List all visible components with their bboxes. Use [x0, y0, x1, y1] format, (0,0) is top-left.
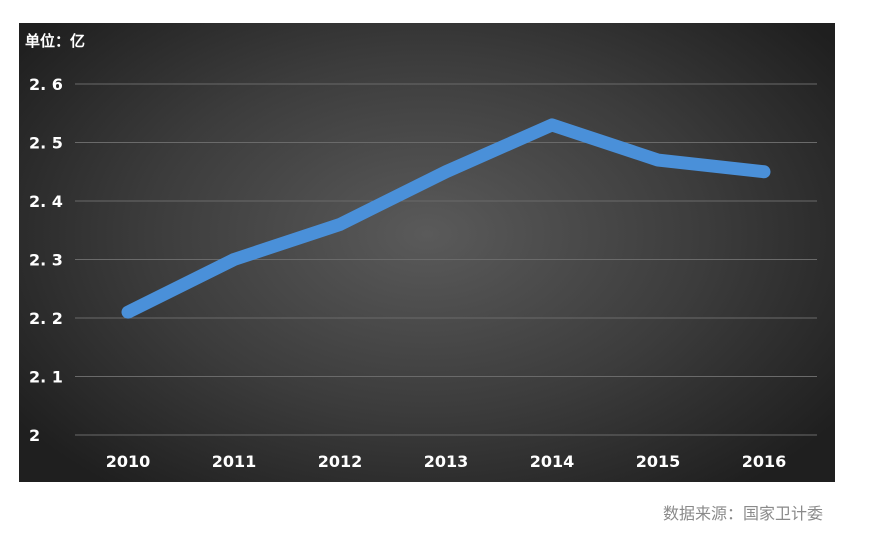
- series-line: [121, 118, 771, 319]
- y-tick-label: 2. 3: [29, 251, 63, 270]
- y-tick-label: 2. 4: [29, 192, 63, 211]
- x-tick-label: 2013: [424, 452, 469, 471]
- y-tick-label: 2. 6: [29, 75, 63, 94]
- x-tick-label: 2016: [742, 452, 787, 471]
- x-tick-label: 2011: [212, 452, 257, 471]
- y-tick-label: 2: [29, 426, 40, 445]
- y-tick-label: 2. 1: [29, 368, 63, 387]
- data-source-note: 数据来源：国家卫计委: [662, 504, 823, 523]
- x-tick-label: 2015: [636, 452, 681, 471]
- x-tick-label: 2012: [318, 452, 363, 471]
- y-tick-label: 2. 5: [29, 134, 63, 153]
- chart-panel: 单位：亿 2 2. 1 2. 2 2. 3 2. 4 2. 5 2. 6 2010 2011 20…: [19, 23, 835, 482]
- y-axis-unit-label: 单位：亿: [25, 32, 86, 50]
- line-chart: 2 2. 1 2. 2 2. 3 2. 4 2. 5 2. 6 2010 2011 2012 201…: [29, 75, 817, 471]
- x-tick-label: 2014: [530, 452, 575, 471]
- x-tick-label: 2010: [106, 452, 151, 471]
- y-tick-label: 2. 2: [29, 309, 63, 328]
